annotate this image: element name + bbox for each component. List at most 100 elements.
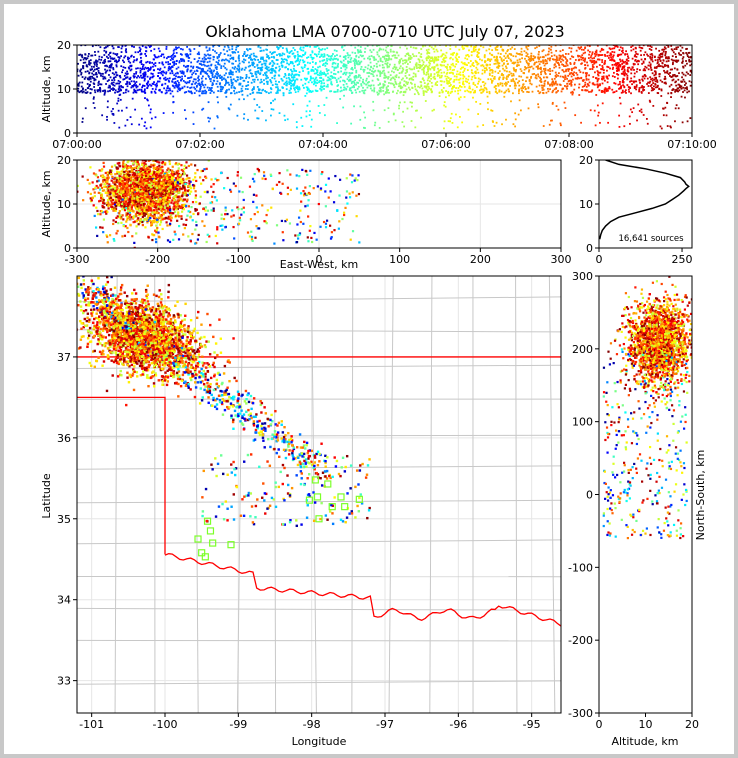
source-point xyxy=(237,51,240,53)
source-point xyxy=(573,61,576,64)
source-point xyxy=(83,57,86,59)
source-point xyxy=(231,66,234,69)
source-point xyxy=(491,54,494,57)
source-point xyxy=(291,70,293,73)
source-point xyxy=(296,59,298,62)
source-point xyxy=(359,46,362,48)
source-point xyxy=(537,56,540,59)
source-point xyxy=(664,64,666,66)
source-point xyxy=(636,119,638,122)
source-point xyxy=(394,119,397,122)
source-point xyxy=(640,111,643,114)
source-point xyxy=(181,75,183,78)
source-point xyxy=(258,106,261,109)
source-point xyxy=(129,61,132,64)
source-point xyxy=(276,63,279,65)
source-point xyxy=(306,173,309,176)
source-point xyxy=(358,90,361,93)
source-point xyxy=(228,83,231,86)
source-point xyxy=(188,90,191,93)
source-point xyxy=(260,57,263,60)
source-point xyxy=(187,60,190,62)
source-point xyxy=(508,90,510,93)
source-point xyxy=(226,45,229,47)
source-point xyxy=(226,59,229,62)
source-point xyxy=(209,89,212,91)
source-point xyxy=(572,56,575,58)
source-point xyxy=(644,51,647,54)
source-point xyxy=(197,75,200,78)
source-point xyxy=(458,48,461,51)
source-point xyxy=(426,56,429,59)
source-point xyxy=(540,80,543,83)
source-point xyxy=(313,78,316,81)
source-point xyxy=(528,58,531,61)
source-point xyxy=(551,91,554,94)
source-point xyxy=(342,63,345,66)
source-point xyxy=(305,110,308,113)
source-point xyxy=(286,50,289,53)
source-point xyxy=(433,77,436,80)
source-point xyxy=(292,76,295,79)
source-point xyxy=(403,125,406,128)
source-point xyxy=(355,75,358,77)
source-point xyxy=(505,82,508,85)
source-point xyxy=(165,46,168,48)
source-point xyxy=(451,121,454,124)
source-point xyxy=(305,77,308,80)
source-point xyxy=(81,76,84,78)
source-point xyxy=(386,89,388,92)
source-point xyxy=(452,72,455,75)
source-point xyxy=(243,98,245,101)
source-point xyxy=(217,63,220,66)
source-point xyxy=(180,164,183,167)
source-point xyxy=(187,164,190,168)
source-point xyxy=(525,59,528,62)
source-point xyxy=(576,77,579,80)
source-point xyxy=(674,107,677,110)
source-point xyxy=(483,56,486,59)
source-point xyxy=(370,66,373,69)
source-point xyxy=(408,57,411,60)
source-point xyxy=(194,207,197,211)
source-point xyxy=(590,54,593,57)
source-point xyxy=(470,71,473,74)
source-point xyxy=(110,169,113,172)
source-point xyxy=(176,80,179,82)
source-point xyxy=(125,106,128,109)
source-point xyxy=(241,77,244,79)
source-point xyxy=(599,121,601,124)
source-point xyxy=(618,49,621,51)
source-point xyxy=(661,80,664,83)
source-point xyxy=(286,118,289,121)
source-point xyxy=(628,115,631,118)
source-point xyxy=(160,91,163,94)
source-point xyxy=(118,161,121,165)
source-point xyxy=(103,47,106,49)
source-point xyxy=(270,114,272,117)
source-point xyxy=(309,79,312,82)
source-point xyxy=(152,63,155,66)
source-point xyxy=(379,47,381,50)
source-point xyxy=(493,55,496,58)
source-point xyxy=(169,59,172,61)
source-point xyxy=(653,78,656,81)
source-point xyxy=(96,63,98,66)
source-point xyxy=(538,50,540,53)
source-point xyxy=(134,82,137,85)
source-point xyxy=(296,85,299,88)
source-point xyxy=(400,57,403,60)
source-point xyxy=(204,92,207,95)
source-point xyxy=(117,90,120,93)
source-point xyxy=(159,71,162,74)
source-point xyxy=(670,96,672,98)
source-point xyxy=(476,63,479,66)
source-point xyxy=(649,66,652,69)
source-point xyxy=(147,80,150,83)
source-point xyxy=(347,56,350,59)
source-point xyxy=(676,60,679,62)
source-point xyxy=(358,61,361,64)
source-point xyxy=(588,91,590,93)
source-point xyxy=(119,76,122,79)
source-point xyxy=(358,63,361,66)
